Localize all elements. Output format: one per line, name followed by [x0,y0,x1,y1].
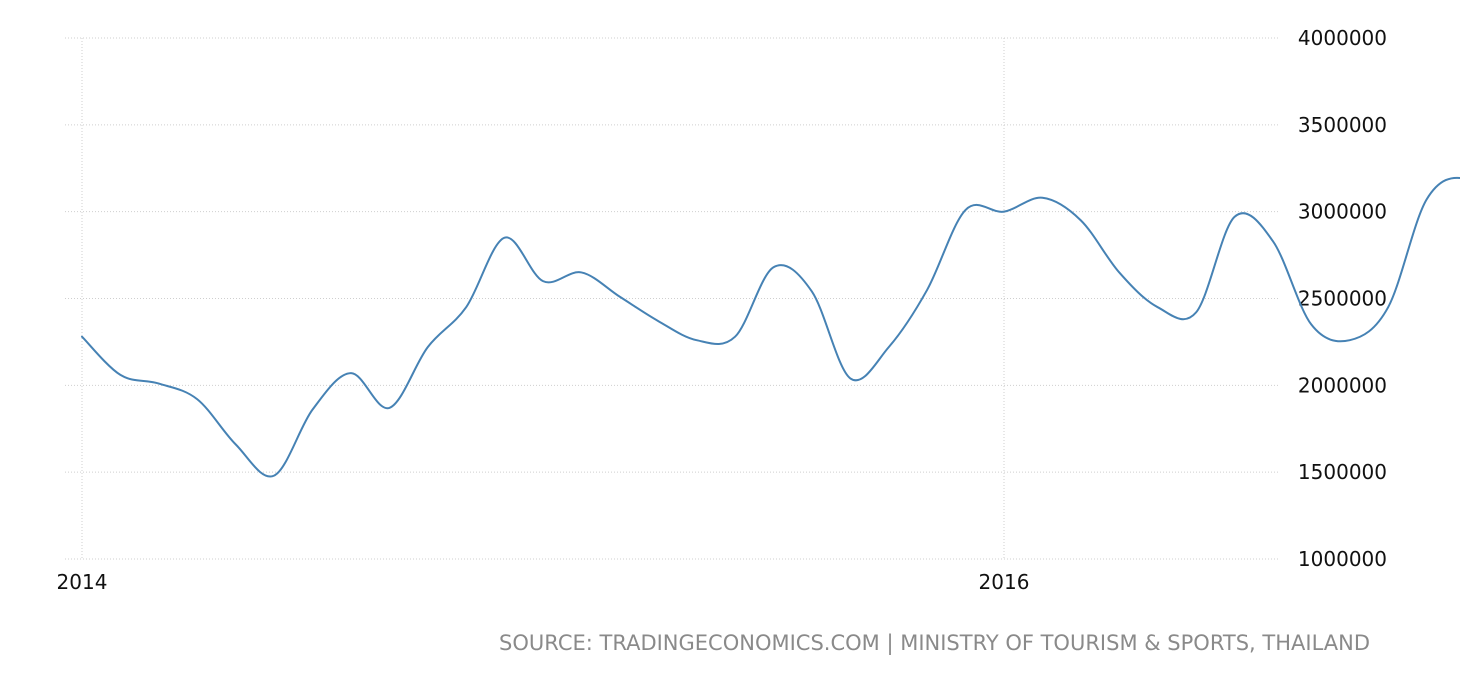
data-point [502,235,508,241]
y-axis-tick-labels: 1000000 1500000 2000000 2500000 3000000 35000… [1298,26,1387,571]
series-layer [79,176,1460,479]
data-point [463,304,469,310]
data-point [963,207,969,213]
data-point [117,372,123,378]
data-point [732,334,738,340]
data-point [1078,217,1084,223]
data-point [310,407,316,413]
y-tick-label: 3500000 [1298,113,1387,137]
data-point [1270,238,1276,244]
data-point [617,294,623,300]
data-point [655,318,661,324]
x-tick-label: 2016 [979,570,1030,594]
data-point [1232,214,1238,220]
data-point [540,278,546,284]
data-point [233,441,239,447]
data-point [1155,304,1161,310]
data-point [1001,209,1007,215]
data-point [1308,322,1314,328]
data-point [694,337,700,343]
series-line [81,176,1460,478]
y-tick-label: 4000000 [1298,26,1387,50]
data-point [924,287,930,293]
data-point [1039,195,1045,201]
data-point [886,344,892,350]
data-point [1385,304,1391,310]
grid-lines [65,37,1280,560]
data-point [386,405,392,411]
y-tick-label: 1000000 [1298,547,1387,571]
y-tick-label: 2500000 [1298,287,1387,311]
data-point [271,473,277,479]
data-point [194,396,200,402]
y-tick-label: 3000000 [1298,200,1387,224]
data-point [79,334,85,340]
data-point [1347,337,1353,343]
x-axis-tick-labels: 201420162018 [57,570,1030,594]
data-point [809,289,815,295]
data-point [1424,197,1430,203]
data-point [425,344,431,350]
source-attribution: SOURCE: TRADINGECONOMICS.COM | MINISTRY … [499,631,1370,656]
x-tick-label: 2014 [57,570,108,594]
y-tick-label: 2000000 [1298,373,1387,397]
data-point [578,269,584,275]
data-point [771,264,777,270]
data-point [847,375,853,381]
data-point [156,381,162,387]
y-tick-label: 1500000 [1298,460,1387,484]
data-point [348,370,354,376]
data-point [1193,309,1199,315]
data-point [1116,269,1122,275]
